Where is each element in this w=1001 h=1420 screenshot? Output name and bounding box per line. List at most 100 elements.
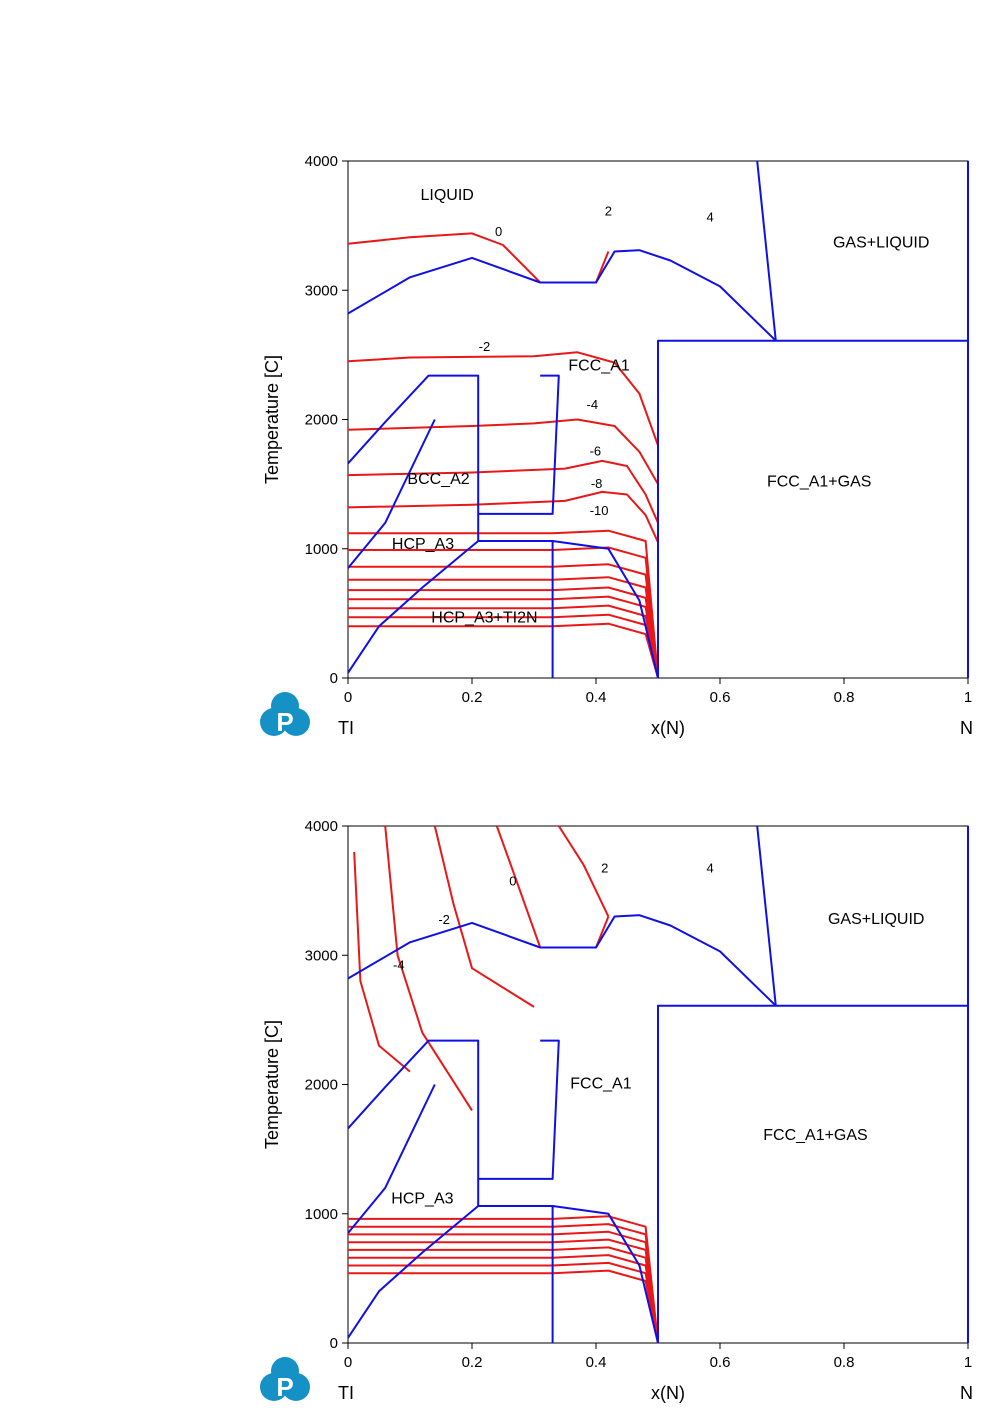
x-tick-label: 1	[964, 1354, 972, 1371]
contour-label: 4	[706, 861, 713, 876]
logo: P	[260, 1357, 310, 1402]
x-tick-label: 0.4	[586, 689, 607, 706]
phase-diagram-1: P 0 1000 2000 3000 4000 0 0.2 0.4 0.6 0.8 1 Tempera…	[0, 50, 1001, 750]
c2-phase-boundary	[347, 921, 541, 980]
region-label: GAS+LIQUID	[833, 235, 929, 252]
c1-potential-contour	[347, 459, 659, 524]
x-left-element-label: TI	[338, 1383, 354, 1403]
c2-ti2n-isoline	[348, 1246, 659, 1344]
c1-potential-contour	[347, 351, 659, 446]
c1-potential-contour	[347, 418, 659, 485]
contour-label: -4	[393, 957, 405, 972]
contour-label: -8	[591, 476, 603, 491]
x-left-element-label: TI	[338, 718, 354, 738]
x-tick-label: 0.2	[462, 1354, 483, 1371]
x-tick-label: 1	[964, 689, 972, 706]
c2-potential-contour	[433, 825, 535, 1008]
region-label: FCC_A1+GAS	[767, 474, 871, 491]
contour-label: -4	[586, 397, 598, 412]
c2-potential-contour	[384, 825, 473, 1111]
region-label: HCP_A3	[391, 1190, 453, 1207]
y-tick-label: 3000	[305, 947, 338, 964]
y-tick-label: 2000	[305, 412, 338, 429]
c1-ti2n-isoline	[348, 622, 659, 679]
contour-label: 4	[706, 210, 713, 225]
c1-phase-boundary	[540, 249, 777, 342]
contour-label: -6	[590, 444, 602, 459]
c2-phase-boundary	[347, 1084, 436, 1234]
region-label: FCC_A1+GAS	[763, 1127, 867, 1144]
y-axis-label: Temperature [C]	[262, 1020, 282, 1149]
c1-phase-boundary	[478, 374, 560, 515]
y-axis-label: Temperature [C]	[262, 355, 282, 484]
c2-phase-boundary	[657, 1004, 968, 1343]
y-tick-label: 3000	[305, 282, 338, 299]
phase-diagram-1-svg: P 0 1000 2000 3000 4000 0 0.2 0.4 0.6 0.8 1 Tempera…	[260, 153, 973, 738]
c2-potential-contour	[353, 851, 411, 1073]
contour-label: 0	[509, 873, 516, 888]
c2-phase-boundary	[756, 825, 777, 1006]
x-tick-label: 0.6	[710, 689, 731, 706]
c2-phase-boundary	[478, 1039, 560, 1180]
logo: P	[260, 692, 310, 737]
c1-phase-boundary	[347, 419, 436, 569]
x-tick-label: 0.8	[834, 689, 855, 706]
y-tick-label: 1000	[305, 1206, 338, 1223]
x-tick-label: 0.2	[462, 689, 483, 706]
y-tick-label: 1000	[305, 541, 338, 558]
c1-phase-boundary	[347, 374, 480, 541]
phase-diagram-2: P 0 1000 2000 3000 4000 0 0.2 0.4 0.6 0.8 1 Tempera…	[0, 715, 1001, 1415]
contour-label: 2	[605, 203, 612, 218]
c1-phase-boundary	[347, 540, 553, 674]
y-tick-label: 0	[330, 1335, 338, 1352]
region-label: LIQUID	[421, 187, 474, 204]
x-axis-label: x(N)	[651, 1383, 685, 1403]
c2-potential-contour	[557, 825, 610, 917]
c1-phase-boundary	[657, 339, 968, 678]
c2-phase-boundary	[540, 914, 777, 1007]
x-tick-label: 0.6	[710, 1354, 731, 1371]
c1-ti2n-isoline	[348, 529, 659, 679]
c1-ti2n-isoline	[348, 586, 659, 679]
y-tick-label: 0	[330, 670, 338, 687]
c1-potential-contour	[347, 490, 659, 543]
c1-ti2n-isoline	[348, 563, 659, 679]
region-label: BCC_A2	[407, 471, 469, 488]
x-right-element-label: N	[960, 1383, 973, 1403]
x-right-element-label: N	[960, 718, 973, 738]
x-tick-label: 0.8	[834, 1354, 855, 1371]
contour-label: -10	[590, 503, 609, 518]
c1-ti2n-isoline	[348, 576, 659, 679]
x-tick-label: 0	[344, 1354, 352, 1371]
c2-ti2n-isoline	[348, 1269, 659, 1344]
c1-phase-boundary	[551, 540, 659, 679]
c2-ti2n-isoline	[348, 1261, 659, 1344]
c2-ti2n-isoline	[348, 1215, 659, 1344]
y-tick-label: 2000	[305, 1077, 338, 1094]
region-label: GAS+LIQUID	[828, 911, 924, 928]
contour-label: 0	[495, 224, 502, 239]
c2-phase-boundary	[551, 1205, 659, 1344]
region-label: HCP_A3	[392, 536, 454, 553]
contour-label: 2	[601, 861, 608, 876]
plot-lines	[347, 825, 969, 1344]
x-axis-label: x(N)	[651, 718, 685, 738]
phase-diagram-2-svg: P 0 1000 2000 3000 4000 0 0.2 0.4 0.6 0.8 1 Tempera…	[260, 818, 973, 1403]
plot-lines	[347, 160, 969, 679]
c2-ti2n-isoline	[348, 1254, 659, 1344]
contour-label: -2	[479, 339, 491, 354]
x-tick-label: 0.4	[586, 1354, 607, 1371]
x-tick-label: 0	[344, 689, 352, 706]
c1-phase-boundary	[347, 256, 541, 315]
c1-ti2n-isoline	[348, 604, 659, 679]
region-label: FCC_A1	[570, 1075, 631, 1092]
c2-phase-boundary	[347, 1205, 553, 1339]
c2-phase-boundary	[347, 1039, 480, 1206]
y-tick-label: 4000	[305, 818, 338, 835]
svg-text:P: P	[276, 1372, 293, 1402]
c1-ti2n-isoline	[348, 546, 659, 679]
svg-text:P: P	[276, 707, 293, 737]
region-label: HCP_A3+TI2N	[431, 609, 537, 626]
c1-phase-boundary	[756, 160, 777, 341]
c1-potential-contour	[347, 232, 610, 284]
